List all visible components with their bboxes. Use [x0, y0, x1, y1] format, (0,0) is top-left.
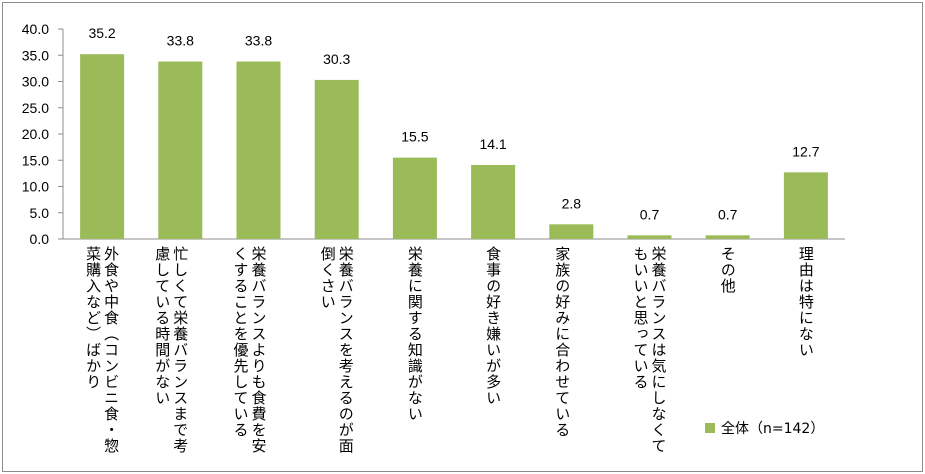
x-tick-label: その他 [718, 246, 737, 294]
y-tick-label: 25.0 [22, 100, 49, 116]
bar [158, 61, 203, 239]
y-tick-label: 40.0 [22, 21, 49, 37]
x-tick-label: 栄養バランスは気にしなくてもいいと思っている [631, 246, 668, 454]
y-tick-label: 35.0 [22, 47, 49, 63]
data-label: 14.1 [479, 136, 506, 152]
bar [549, 224, 594, 239]
x-tick-label: 家族の好みに合わせている [553, 246, 572, 438]
legend: 全体（n=142） [705, 418, 824, 438]
x-tick-label: 理由は特にない [796, 246, 815, 358]
legend-label: 全体（n=142） [721, 421, 825, 437]
data-label: 12.7 [792, 143, 819, 159]
bar [392, 157, 437, 239]
x-tick-label: 外食や中食（コンビニ食・惣菜購入など）ばかり [84, 246, 121, 454]
bar [314, 79, 359, 239]
y-tick-label: 20.0 [22, 126, 49, 142]
bar [471, 164, 516, 239]
y-tick-label: 10.0 [22, 179, 49, 195]
bars [80, 54, 828, 240]
x-tick-label: 食事の好き嫌いが多い [484, 246, 503, 406]
data-label: 33.8 [167, 33, 194, 49]
data-label: 2.8 [562, 195, 582, 211]
y-tick-label: 5.0 [30, 205, 50, 221]
data-labels: 35.2 33.8 33.8 30.3 15.5 14.1 2.8 0.7 0.7 12.7 [88, 25, 819, 222]
bar [627, 235, 672, 239]
data-label: 35.2 [88, 25, 115, 41]
data-label: 15.5 [401, 129, 428, 145]
x-tick-label: 忙しくて栄養バランスまで考慮している時間がない [153, 246, 190, 454]
bar [236, 61, 281, 239]
data-label: 30.3 [323, 51, 350, 67]
data-label: 0.7 [640, 206, 660, 222]
x-tick-label: 栄養に関する知識がない [405, 246, 424, 422]
data-label: 0.7 [718, 206, 738, 222]
y-tick-label: 30.0 [22, 74, 49, 90]
legend-swatch [705, 423, 715, 433]
x-tick-label: 栄養バランスよりも食費を安くすることを優先している [231, 246, 268, 454]
bar [80, 54, 125, 240]
bar [705, 235, 750, 239]
y-tick-label: 0.0 [30, 231, 50, 247]
x-tick-label: 栄養バランスを考えるのが面倒くさい [318, 246, 355, 454]
bar [783, 172, 828, 239]
y-tick-label: 15.0 [22, 152, 49, 168]
data-label: 33.8 [245, 33, 272, 49]
